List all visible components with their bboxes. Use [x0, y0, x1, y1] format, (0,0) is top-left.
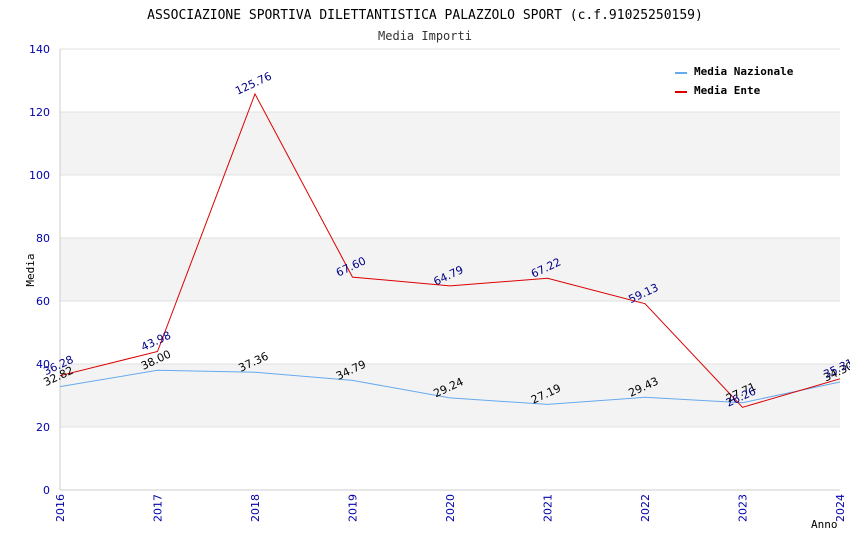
axes — [59, 49, 840, 491]
y-tick-label: 140 — [29, 43, 50, 56]
chart-title: ASSOCIAZIONE SPORTIVA DILETTANTISTICA PA… — [147, 8, 703, 23]
x-tick-label: 2019 — [347, 494, 360, 522]
series-group — [59, 92, 841, 408]
x-tick-label: 2022 — [639, 494, 652, 522]
grid-band — [60, 364, 840, 427]
legend-label-nazionale: Media Nazionale — [694, 65, 794, 78]
grid-band — [60, 238, 840, 301]
y-tick-label: 40 — [36, 358, 50, 371]
legend: Media Nazionale Media Ente — [675, 65, 794, 97]
data-label: 125.76 — [233, 70, 273, 98]
series-line-nazionale — [59, 369, 841, 405]
grid-band — [60, 112, 840, 175]
x-tick-label: 2020 — [444, 494, 457, 522]
x-tick-label: 2018 — [249, 494, 262, 522]
y-tick-label: 120 — [29, 106, 50, 119]
x-tick-label: 2021 — [542, 494, 555, 522]
x-axis-title: Anno — [811, 518, 838, 531]
legend-label-ente: Media Ente — [694, 84, 761, 97]
y-tick-label: 0 — [43, 484, 50, 497]
series-line-ente — [59, 92, 841, 408]
y-tick-label: 60 — [36, 295, 50, 308]
y-axis-title: Media — [24, 253, 37, 286]
x-tick-label: 2016 — [54, 494, 67, 522]
y-tick-label: 80 — [36, 232, 50, 245]
x-tick-labels: 2016 2017 2018 2019 2020 2021 2022 2023 2024 — [54, 494, 847, 522]
chart-subtitle: Media Importi — [378, 29, 472, 43]
x-tick-label: 2023 — [737, 494, 750, 522]
y-tick-label: 100 — [29, 169, 50, 182]
grid-bands — [60, 112, 840, 427]
y-tick-label: 20 — [36, 421, 50, 434]
y-tick-labels: 0 20 40 60 80 100 120 140 — [29, 43, 50, 497]
x-tick-label: 2024 — [834, 494, 847, 522]
x-tick-label: 2017 — [152, 494, 165, 522]
